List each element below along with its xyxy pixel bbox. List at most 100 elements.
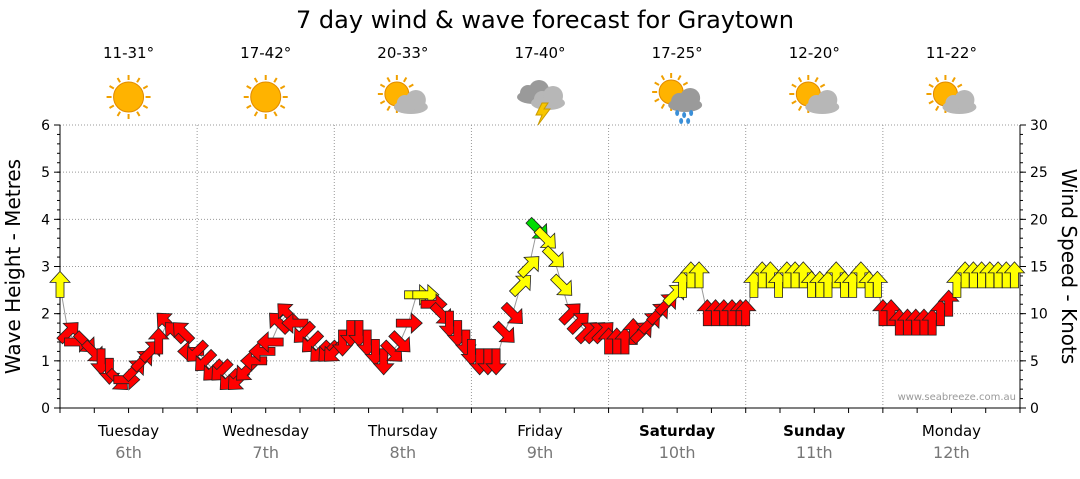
sun-ray: [660, 103, 666, 109]
x-axis-day-labels: Tuesday 6th Wednesday 7th Thursday 8th Friday 9…: [97, 422, 981, 462]
wind-arrow: [533, 226, 556, 249]
sun-ray: [116, 111, 121, 117]
sun-ray: [660, 75, 666, 81]
sun-ray: [791, 100, 797, 105]
day-date-label: 8th: [390, 443, 417, 462]
y-right-tick-label: 5: [1030, 354, 1039, 370]
watermark: www.seabreeze.com.au: [898, 392, 1016, 403]
wind-arrow: [508, 275, 532, 298]
sun-ray: [935, 77, 940, 83]
wind-arrow: [550, 273, 573, 296]
wind-arrow: [388, 330, 411, 353]
sun-ray: [654, 81, 660, 86]
wind-arrow: [173, 322, 196, 345]
sun-ray: [402, 77, 408, 83]
sun-ray: [951, 77, 956, 83]
sun-ray: [797, 77, 803, 83]
wind-arrow: [734, 299, 757, 327]
sun-ray: [928, 83, 934, 88]
wind-arrow: [147, 327, 170, 355]
y-right-tick-label: 30: [1030, 118, 1048, 134]
day-header: 11-31° 17-42° 20-33° 17-40° 17-25° 12-20° 11-2…: [103, 44, 977, 126]
y-left-tick-label: 4: [41, 212, 50, 228]
day-temperature: 12-20°: [789, 44, 840, 62]
day-date-label: 12th: [933, 443, 970, 462]
y-right-tick-label: 10: [1030, 307, 1048, 323]
day-temperature: 17-40°: [514, 44, 565, 62]
wind-arrow: [866, 270, 889, 298]
day-name-label: Tuesday: [97, 422, 159, 440]
y-left-tick-label: 0: [41, 401, 50, 417]
sun-ray: [246, 85, 252, 90]
cloud-part: [954, 90, 975, 110]
wind-arrow: [517, 256, 540, 279]
sun-ray: [253, 111, 259, 117]
sun-ray: [386, 105, 391, 111]
day-date-label: 11th: [796, 443, 833, 462]
y-right-tick-label: 15: [1030, 260, 1048, 276]
sun-ray: [136, 77, 141, 83]
cloud-part: [405, 90, 426, 110]
sun-ray: [654, 98, 660, 103]
partly-cloudy-icon: [789, 75, 840, 114]
sun-ray: [273, 111, 278, 117]
wind-arrow: [485, 348, 508, 376]
day-temperature: 17-42°: [240, 44, 291, 62]
partly-cloudy-icon: [377, 75, 428, 114]
sun-ray: [928, 100, 934, 105]
day-temperature: 11-22°: [926, 44, 977, 62]
axes: 0 1 2 3 4 5 6 0 5 10 15 20 25 30: [41, 118, 1048, 417]
sun-ray: [142, 104, 149, 109]
wind-arrow: [49, 270, 71, 298]
sun-ray: [109, 104, 115, 109]
y-right-tick-label: 25: [1030, 165, 1048, 181]
y-axis-right-label: Wind Speed - Knots: [1057, 169, 1080, 365]
day-temperature: 17-25°: [652, 44, 703, 62]
day-name-label: Thursday: [367, 422, 438, 440]
sun-ray: [814, 77, 819, 83]
day-name-label: Friday: [517, 422, 563, 440]
rain-drop: [679, 118, 684, 124]
day-temperature: 11-31°: [103, 44, 154, 62]
sun-ray: [791, 83, 797, 88]
sun-disc: [113, 81, 145, 113]
wind-arrow: [1003, 261, 1026, 289]
day-name-label: Sunday: [783, 422, 846, 440]
thunderstorm-icon: [517, 80, 565, 126]
y-right-tick-label: 20: [1030, 212, 1048, 228]
cloud-part: [817, 90, 838, 110]
wind-arrow: [500, 301, 523, 325]
day-date-label: 7th: [252, 443, 279, 462]
sun-ray: [819, 83, 826, 88]
day-name-label: Saturday: [639, 422, 716, 440]
y-left-tick-label: 2: [41, 307, 50, 323]
sun-ray: [797, 105, 803, 111]
sun-disc: [250, 81, 282, 113]
y-left-tick-label: 3: [41, 260, 50, 276]
sun-ray: [682, 81, 689, 86]
wind-arrow: [395, 312, 423, 335]
y-left-tick-label: 6: [41, 118, 50, 134]
y-right-tick-label: 0: [1030, 401, 1039, 417]
wind-arrow-series: [49, 216, 1026, 391]
sun-ray: [253, 77, 259, 83]
day-date-label: 10th: [659, 443, 696, 462]
sun-ray: [379, 100, 386, 105]
cloud-part: [680, 88, 701, 108]
y-axis-left-label: Wave Height - Metres: [1, 159, 25, 374]
cloud-part: [543, 86, 563, 106]
rain-drop: [686, 118, 691, 124]
sun-ray: [246, 104, 252, 109]
rain-drop: [682, 112, 687, 118]
sun-ray: [136, 111, 141, 117]
rain-drop: [675, 110, 680, 116]
sun-ray: [109, 85, 115, 90]
sun-ray: [142, 85, 149, 90]
day-date-label: 9th: [527, 443, 554, 462]
day-temperature: 20-33°: [377, 44, 428, 62]
sun-ray: [386, 77, 391, 83]
wind-arrow: [688, 261, 711, 289]
sun-ray: [279, 104, 286, 109]
